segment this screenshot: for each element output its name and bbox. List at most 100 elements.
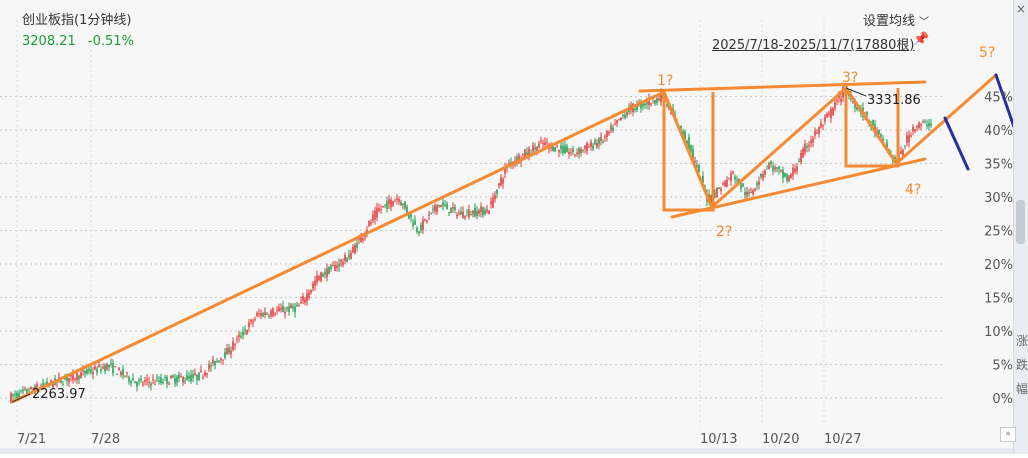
y-tick-label: 20% <box>984 258 1013 273</box>
candle-body <box>702 175 704 183</box>
candle-body <box>592 145 594 149</box>
candle-body <box>768 163 770 170</box>
candle-body <box>424 219 426 221</box>
candle-body <box>616 120 618 124</box>
y-tick-label: 45% <box>984 91 1013 106</box>
candle-body <box>762 174 764 179</box>
candle-body <box>144 380 146 383</box>
candle-body <box>150 383 152 386</box>
bottom-toolbar <box>0 448 1013 454</box>
candle-body <box>76 372 78 381</box>
candle-body <box>232 341 234 350</box>
candle-body <box>58 377 60 379</box>
candle-body <box>26 389 28 394</box>
candle-body <box>808 144 810 147</box>
candle-body <box>602 141 604 143</box>
candle-body <box>92 372 94 374</box>
candle-body <box>802 148 804 158</box>
candle-body <box>882 138 884 143</box>
candle-body <box>736 179 738 181</box>
candle-body <box>86 369 88 374</box>
wave-box-1 <box>662 92 715 212</box>
candle-body <box>120 371 122 376</box>
candle-body <box>16 392 18 398</box>
candle-body <box>488 211 490 215</box>
side-label-1: 涨 <box>1016 334 1028 348</box>
candle-body <box>902 150 904 157</box>
candle-body <box>406 206 408 215</box>
candle-body <box>826 113 828 118</box>
candle-body <box>140 378 142 381</box>
candle-body <box>460 211 462 215</box>
candle-body <box>78 375 80 380</box>
candle-body <box>714 193 716 195</box>
candle-body <box>18 393 20 399</box>
candle-body <box>306 293 308 302</box>
candle-body <box>146 378 148 381</box>
candle-body <box>286 307 288 309</box>
candle-body <box>246 330 248 335</box>
scrollbar-thumb[interactable] <box>1016 200 1025 244</box>
candle-body <box>168 383 170 385</box>
grid-layer <box>0 20 945 426</box>
candle-body <box>422 219 424 230</box>
date-range-link[interactable]: 2025/7/18-2025/11/7(17880根) <box>712 38 915 53</box>
close-icon[interactable]: × <box>1016 2 1027 16</box>
candle-body <box>446 203 448 210</box>
candle-body <box>526 152 528 155</box>
y-tick-label: 15% <box>984 292 1013 307</box>
candle-body <box>158 380 160 382</box>
candle-body <box>234 344 236 346</box>
candle-body <box>74 378 76 380</box>
wave-4-5-line <box>896 73 998 164</box>
candle-layer <box>10 82 932 404</box>
candle-body <box>210 365 212 367</box>
candle-body <box>680 125 682 128</box>
lower-channel-line <box>670 157 927 219</box>
double-chevron-right-icon[interactable]: » <box>1000 427 1016 442</box>
candle-body <box>766 165 768 167</box>
candle-body <box>326 268 328 278</box>
y-tick-label: 5% <box>992 359 1013 374</box>
candle-body <box>716 188 718 198</box>
ma-settings-button[interactable]: 设置均线 ﹀ <box>863 10 929 29</box>
high-pointer <box>845 87 867 97</box>
candle-body <box>462 211 464 218</box>
y-tick-label: 40% <box>984 124 1013 139</box>
candle-body <box>686 141 688 145</box>
candle-body <box>134 381 136 384</box>
y-tick-label: 0% <box>992 392 1013 407</box>
candle-body <box>480 206 482 213</box>
side-label-2: 跌 <box>1016 358 1028 372</box>
candle-body <box>636 105 638 111</box>
candle-body <box>894 157 896 160</box>
candle-body <box>418 231 420 234</box>
candle-body <box>196 374 198 380</box>
candle-body <box>332 265 334 267</box>
candle-body <box>152 379 154 381</box>
candle-body <box>466 211 468 213</box>
candle-body <box>72 372 74 381</box>
candle-body <box>138 380 140 382</box>
candle-body <box>646 102 648 105</box>
candle-body <box>382 206 384 208</box>
candle-body <box>818 127 820 134</box>
candle-body <box>248 322 250 328</box>
candle-body <box>528 148 530 156</box>
candle-body <box>682 131 684 137</box>
pin-icon[interactable]: 📌 <box>913 32 930 47</box>
candle-body <box>298 305 300 307</box>
candle-body <box>918 122 920 128</box>
candle-body <box>562 146 564 154</box>
candle-body <box>42 383 44 387</box>
candle-body <box>628 108 630 113</box>
candle-body <box>428 214 430 216</box>
candle-body <box>112 363 114 374</box>
candle-body <box>314 280 316 286</box>
candle-body <box>830 108 832 119</box>
candle-body <box>352 246 354 253</box>
candle-body <box>834 102 836 109</box>
candle-body <box>318 275 320 280</box>
